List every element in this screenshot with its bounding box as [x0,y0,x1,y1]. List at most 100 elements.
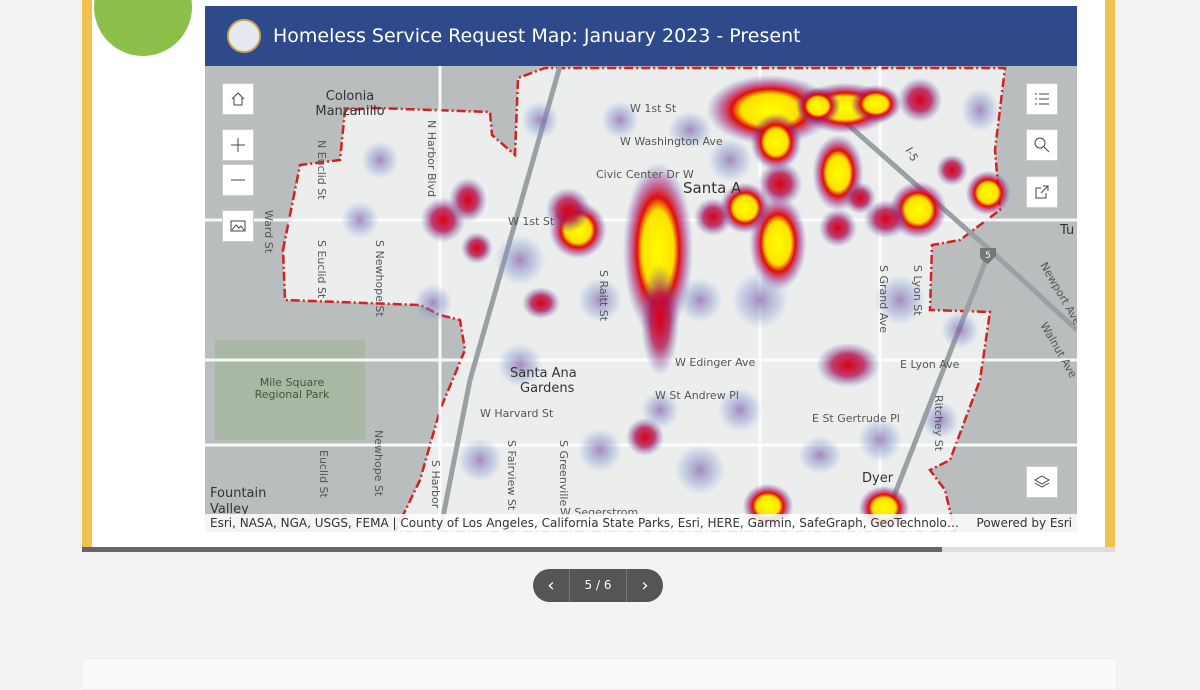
heat-spot [693,197,733,237]
heat-spot [520,100,560,140]
heat-spot [461,232,493,264]
street-label: S Raitt St [597,270,610,322]
home-button[interactable] [222,83,254,115]
heat-spot [795,86,841,126]
heat-spot [936,154,968,186]
heat-spot [677,277,723,323]
city-seal [227,19,261,53]
map[interactable]: Colonia Manzanillo W 1st St W Washington… [205,66,1077,532]
street-label: E St Gertrude Pl [812,412,900,425]
place-label: Gardens [520,381,575,396]
street-label: W 1st St [630,102,677,115]
street-label: Euclid St [317,450,330,499]
heat-spot [521,287,561,319]
street-label: W St Andrew Pl [655,389,739,402]
heat-spot [717,387,763,433]
heat-spot [360,140,400,180]
heat-spot [545,187,591,233]
heat-spot [897,77,943,123]
heat-spot [707,137,753,183]
heat-spot [640,390,680,430]
powered-by[interactable]: Powered by Esri [976,516,1072,530]
prev-button[interactable]: ‹ [547,575,555,596]
heat-spot [340,200,380,240]
shield-label: 5 [985,251,991,261]
layers-button[interactable] [1026,466,1058,498]
basemap-button[interactable] [222,210,254,242]
next-button[interactable]: › [641,575,649,596]
heat-spot [850,84,902,124]
attribution: Esri, NASA, NGA, USGS, FEMA | County of … [210,516,960,530]
street-label: N Harbor Blvd [425,120,438,197]
heat-spot [920,400,960,440]
place-label: Manzanillo [315,104,384,119]
map-title: Homeless Service Request Map: January 20… [273,25,801,47]
heat-spot [497,342,543,388]
street-label: S Lyon St [911,265,924,316]
heatmap [340,74,1011,531]
heat-spot [874,274,926,326]
heat-spot [448,177,488,223]
street-label: W 1st St [508,215,555,228]
street-label: W Washington Ave [620,135,723,148]
map-canvas: Colonia Manzanillo W 1st St W Washington… [205,66,1077,532]
next-card [82,658,1117,690]
heat-spot [674,444,726,496]
place-label: Tu [1059,223,1074,238]
street-label: S Newhope St [373,240,386,317]
progress-bar [82,547,1115,552]
street-label: S Grand Ave [877,265,890,333]
street-label: S Greenville [557,440,570,506]
heat-spot [577,427,623,473]
page: {"header":{"title":"Homeless Service Req… [82,0,1117,690]
street-label: Civic Center Dr W [596,168,694,181]
heat-spot [857,417,903,463]
street-label: Ward St [262,210,275,254]
heat-spot [965,170,1011,216]
progress-fill [82,547,942,552]
zoom-out-button[interactable] [222,164,254,196]
park-label: Mile Square [260,376,325,389]
heat-spot [797,435,843,475]
heat-spot [494,234,546,286]
heat-spot [749,195,807,291]
heat-spot [844,182,876,214]
map-header: Homeless Service Request Map: January 20… [205,6,1077,66]
heat-spot [640,264,680,376]
street-label: Newhope St [372,430,385,497]
heat-spot [457,437,503,483]
street-label: S Fairview St [505,440,518,511]
heat-spot [757,161,803,207]
place-label: Fountain [210,486,266,501]
share-button[interactable] [1026,176,1058,208]
park-label: Regional Park [255,388,330,401]
heat-spot [667,110,713,150]
street-label: S Harbor [429,460,442,509]
street-label: E Lyon Ave [900,358,960,371]
heat-spot [818,208,858,248]
heat-spot [750,113,802,171]
place-label: Santa A [683,179,742,197]
place-label: Colonia [326,89,374,104]
street-label: N Euclid St [315,140,328,200]
heat-spot [413,283,453,323]
pager: ‹ 5 / 6 › [533,569,663,602]
interstate-shield [980,248,996,264]
heat-spot [577,277,623,323]
legend-button[interactable] [1026,83,1058,115]
street-label: Ritchey St [932,395,945,452]
search-button[interactable] [1026,129,1058,161]
heat-spot [816,342,880,388]
attribution-bar: Esri, NASA, NGA, USGS, FEMA | County of … [205,514,1077,532]
place-label: Dyer [862,471,894,486]
zoom-in-button[interactable] [222,129,254,161]
heat-spot [706,74,834,146]
heat-spot [940,310,980,350]
heat-spot [731,271,789,329]
place-label: Santa Ana [510,366,577,381]
street-label: I-5 [902,145,920,164]
page-indicator: 5 / 6 [569,569,627,602]
heat-spot [960,87,1000,133]
place-label: Valley [210,502,249,517]
street-label: W Harvard St [480,407,554,420]
